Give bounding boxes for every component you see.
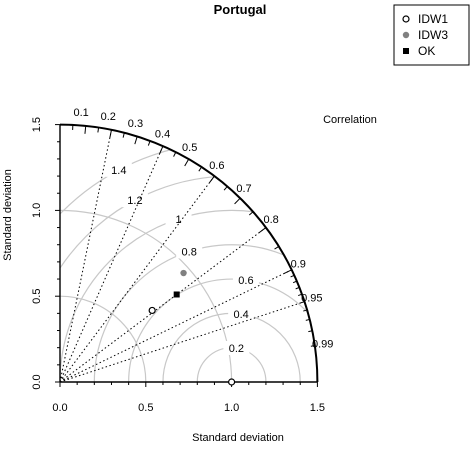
rms-label: 1.2 <box>127 195 142 207</box>
data-point-idw1 <box>149 307 155 313</box>
correlation-tick-label: 0.5 <box>182 142 197 154</box>
rms-label: 0.6 <box>238 275 253 287</box>
correlation-line <box>60 302 305 382</box>
rms-arc <box>60 210 403 382</box>
correlation-tick <box>275 246 279 249</box>
legend-label: IDW1 <box>418 12 448 26</box>
correlation-tick <box>185 159 189 166</box>
chart-title: Portugal <box>214 2 267 17</box>
correlation-line <box>60 228 266 382</box>
y-tick-label: 1.0 <box>31 203 43 218</box>
correlation-line <box>60 130 111 382</box>
correlation-tick <box>85 126 86 134</box>
rms-label: 0.8 <box>182 246 197 258</box>
x-tick-label: 1.0 <box>224 402 239 414</box>
data-point-ok <box>174 291 180 297</box>
correlation-tick <box>260 228 266 233</box>
correlation-tick <box>235 198 241 204</box>
legend-marker <box>403 48 409 54</box>
correlation-tick-label: 0.4 <box>155 128 170 140</box>
correlation-tick-label: 0.8 <box>263 214 278 226</box>
correlation-tick-label: 0.3 <box>128 118 143 130</box>
y-axis-label: Standard deviation <box>2 169 14 261</box>
x-tick-label: 0.5 <box>138 402 153 414</box>
data-point-idw3 <box>180 270 186 276</box>
rms-label: 0.4 <box>234 309 249 321</box>
x-tick-label: 1.5 <box>310 402 325 414</box>
legend-label: IDW3 <box>418 28 448 42</box>
correlation-tick <box>224 186 227 190</box>
correlation-tick-label: 0.9 <box>291 259 306 271</box>
correlation-tick-label: 0.95 <box>301 292 322 304</box>
correlation-tick-label: 0.2 <box>101 111 116 123</box>
rms-label: 1.4 <box>111 165 126 177</box>
y-tick-label: 0.5 <box>31 289 43 304</box>
grid-layer: 0.2 0.4 0.6 0.8 1 1.2 1.4 <box>0 130 472 382</box>
x-axis-label: Standard deviation <box>192 432 284 444</box>
x-tick-label: 0.0 <box>52 402 67 414</box>
y-tick-label: 0.0 <box>31 374 43 389</box>
correlation-tick-label: 0.1 <box>73 107 88 119</box>
legend: IDW1 IDW3 OK <box>394 5 469 65</box>
legend-marker <box>403 32 409 38</box>
rms-label: 1 <box>176 214 182 226</box>
correlation-tick <box>174 152 176 156</box>
correlation-tick <box>249 212 253 215</box>
axes-layer: 0.0 0.5 1.0 1.5 0.0 0.5 1.0 1.5 0.1 0.2 0.3 0.4 0.5 0… <box>31 107 333 414</box>
std-arc <box>60 296 146 382</box>
legend-label: OK <box>418 44 435 58</box>
reference-point <box>229 379 235 385</box>
correlation-tick <box>123 133 124 138</box>
correlation-tick-label: 0.7 <box>236 183 251 195</box>
rms-label: 0.2 <box>229 343 244 355</box>
correlation-label: Correlation <box>323 114 377 126</box>
correlation-line <box>60 146 163 382</box>
correlation-tick-label: 0.6 <box>209 160 224 172</box>
correlation-tick-label: 0.99 <box>312 339 333 351</box>
correlation-tick <box>199 167 202 171</box>
y-tick-label: 1.5 <box>31 117 43 132</box>
legend-marker <box>403 16 409 22</box>
correlation-tick <box>110 130 112 138</box>
correlation-tick <box>135 136 137 144</box>
